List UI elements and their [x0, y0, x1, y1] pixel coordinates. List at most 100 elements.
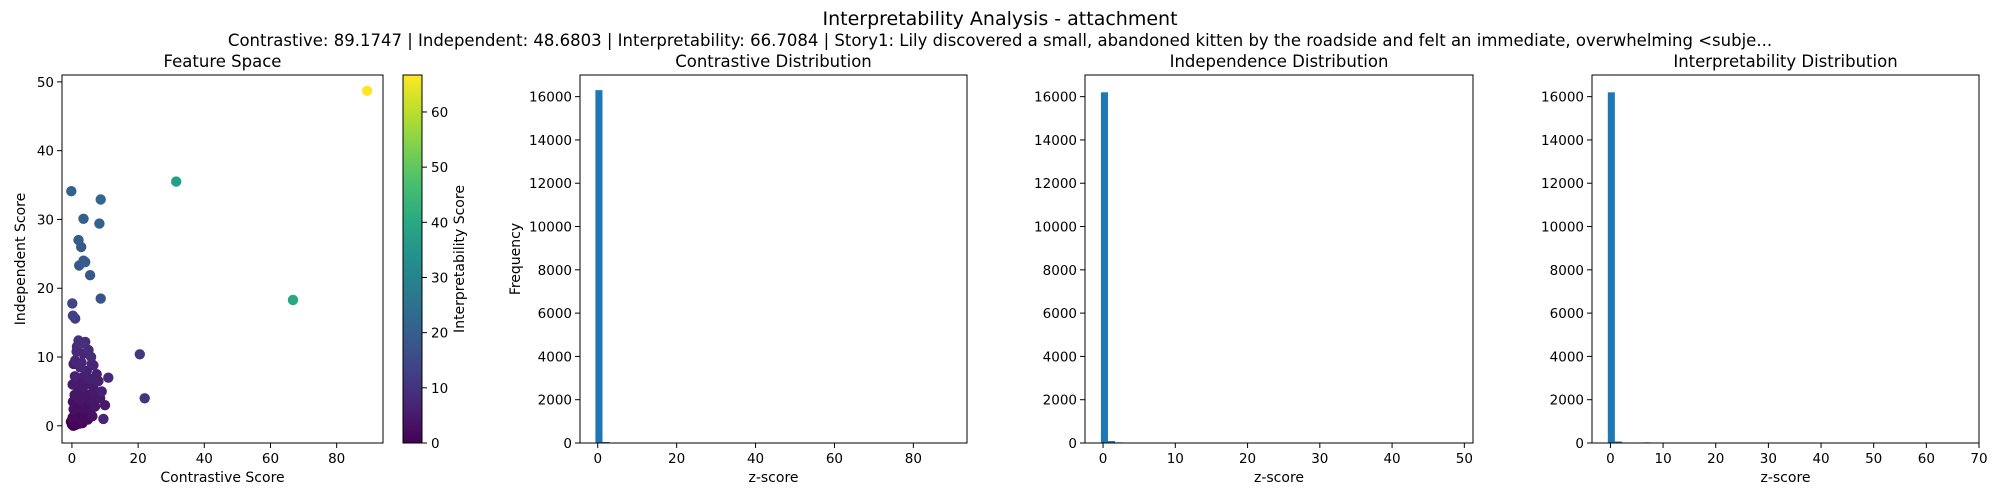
scatter-point: [87, 411, 98, 422]
x-axis-label: z-score: [1760, 470, 1810, 486]
x-tick-label: 30: [1311, 451, 1328, 467]
colorbar-tick-label: 40: [431, 215, 448, 231]
scatter-point: [88, 360, 99, 371]
x-tick-label: 40: [196, 451, 213, 467]
scatter-point: [76, 403, 88, 414]
y-tick-label: 0: [45, 419, 54, 435]
axes-title: Interpretability Distribution: [1673, 52, 1897, 71]
colorbar-tick-label: 20: [431, 326, 448, 342]
scatter-point: [287, 294, 299, 306]
interpretability-distribution-panel: 0 10 20 30 40 50 60 70 0 2000 4000 6000 8000 10000 120…: [1541, 52, 1988, 486]
scatter-point: [78, 213, 89, 224]
scatter-point: [134, 349, 145, 360]
y-tick-label: 10: [37, 350, 54, 366]
y-tick-label: 14000: [529, 133, 572, 149]
y-tick-label: 12000: [1541, 176, 1584, 192]
x-tick-label: 40: [1383, 451, 1400, 467]
plot-frame: [579, 74, 968, 444]
x-tick-label: 20: [130, 451, 147, 467]
y-tick-label: 16000: [529, 90, 572, 106]
y-tick-label: 10000: [1541, 220, 1584, 236]
x-tick-label: 80: [905, 451, 922, 467]
histogram-bar: [595, 90, 603, 444]
histogram-bar: [1607, 92, 1615, 443]
figure-subtitle: Contrastive: 89.1747 | Independent: 48.6…: [228, 31, 1772, 50]
histogram-bar: [1614, 441, 1622, 443]
scatter-point: [99, 400, 111, 411]
scatter-point: [69, 371, 81, 382]
y-tick-label: 14000: [1541, 133, 1584, 149]
x-tick-label: 20: [1239, 451, 1256, 467]
x-axis-label: Contrastive Score: [160, 470, 284, 486]
scatter-point: [68, 404, 79, 415]
plot-frame: [61, 74, 384, 444]
scatter-point: [93, 375, 104, 387]
x-tick-label: 0: [1606, 451, 1615, 467]
y-tick-label: 2000: [1043, 393, 1077, 409]
y-tick-label: 0: [1068, 436, 1077, 452]
scatter-point: [78, 382, 89, 393]
x-axis-label: z-score: [748, 470, 798, 486]
scatter-point: [103, 372, 114, 383]
colorbar-label: Interpretability Score: [452, 185, 468, 333]
y-tick-label: 12000: [529, 176, 572, 192]
y-tick-label: 10000: [1034, 220, 1077, 236]
x-tick-label: 50: [1865, 451, 1882, 467]
x-axis-label: z-score: [1254, 470, 1304, 486]
scatter-point: [67, 379, 78, 390]
feature-space-panel: 0 20 40 60 80 0 10 20 30 40 50 Feature Space Contras…: [13, 52, 384, 486]
y-tick-label: 4000: [1550, 349, 1584, 365]
y-tick-label: 8000: [1550, 263, 1584, 279]
x-tick-label: 40: [1812, 451, 1829, 467]
y-tick-label: 0: [563, 436, 572, 452]
x-tick-label: 60: [262, 451, 279, 467]
axes-title: Contrastive Distribution: [675, 52, 872, 71]
x-tick-label: 60: [1918, 451, 1935, 467]
colorbar: 0 10 20 30 40 50 60 Interpretability Score: [402, 74, 468, 452]
contrastive-distribution-panel: 0 20 40 60 80 0 2000 4000 6000 8000 10000 12000 1400…: [508, 52, 968, 486]
scatter-point: [96, 386, 107, 397]
y-tick-label: 30: [37, 212, 54, 228]
scatter-point: [76, 338, 88, 349]
colorbar-tick-label: 10: [431, 381, 448, 397]
y-tick-label: 20: [37, 281, 54, 297]
scatter-point: [80, 369, 92, 381]
x-tick-label: 10: [1654, 451, 1671, 467]
y-tick-label: 16000: [1541, 90, 1584, 106]
figure-title: Interpretability Analysis - attachment: [822, 8, 1177, 30]
x-tick-label: 10: [1167, 451, 1184, 467]
x-tick-label: 40: [747, 451, 764, 467]
y-tick-label: 6000: [1550, 306, 1584, 322]
y-tick-label: 12000: [1034, 176, 1077, 192]
y-tick-label: 4000: [1043, 349, 1077, 365]
scatter-point: [139, 393, 150, 404]
x-tick-label: 0: [593, 451, 602, 467]
y-tick-label: 4000: [538, 349, 572, 365]
scatter-point: [73, 234, 84, 246]
y-tick-label: 16000: [1034, 90, 1077, 106]
plot-frame: [1084, 74, 1474, 444]
y-tick-label: 6000: [538, 306, 572, 322]
x-tick-label: 0: [68, 451, 77, 467]
y-tick-label: 14000: [1034, 133, 1077, 149]
y-tick-label: 2000: [538, 393, 572, 409]
scatter-point: [94, 218, 105, 229]
colorbar-tick-label: 0: [431, 436, 440, 452]
colorbar-tick-label: 50: [431, 160, 448, 176]
scatter-point: [84, 270, 96, 281]
x-tick-label: 30: [1760, 451, 1777, 467]
scatter-point: [76, 357, 87, 368]
colorbar-frame: [402, 74, 423, 444]
scatter-point: [72, 393, 84, 404]
y-tick-label: 8000: [1043, 263, 1077, 279]
colorbar-tick-label: 30: [431, 270, 448, 286]
scatter-point: [67, 412, 78, 423]
colorbar-fill: [403, 75, 422, 443]
histogram-bar: [1100, 92, 1108, 443]
scatter-point: [171, 176, 182, 187]
histogram-bar: [1107, 441, 1116, 443]
scatter-point: [95, 293, 106, 304]
independence-distribution-panel: 0 10 20 30 40 50 0 2000 4000 6000 8000 10000 12000 14…: [1034, 52, 1474, 486]
scatter-point: [95, 194, 106, 205]
scatter-point: [361, 85, 373, 97]
